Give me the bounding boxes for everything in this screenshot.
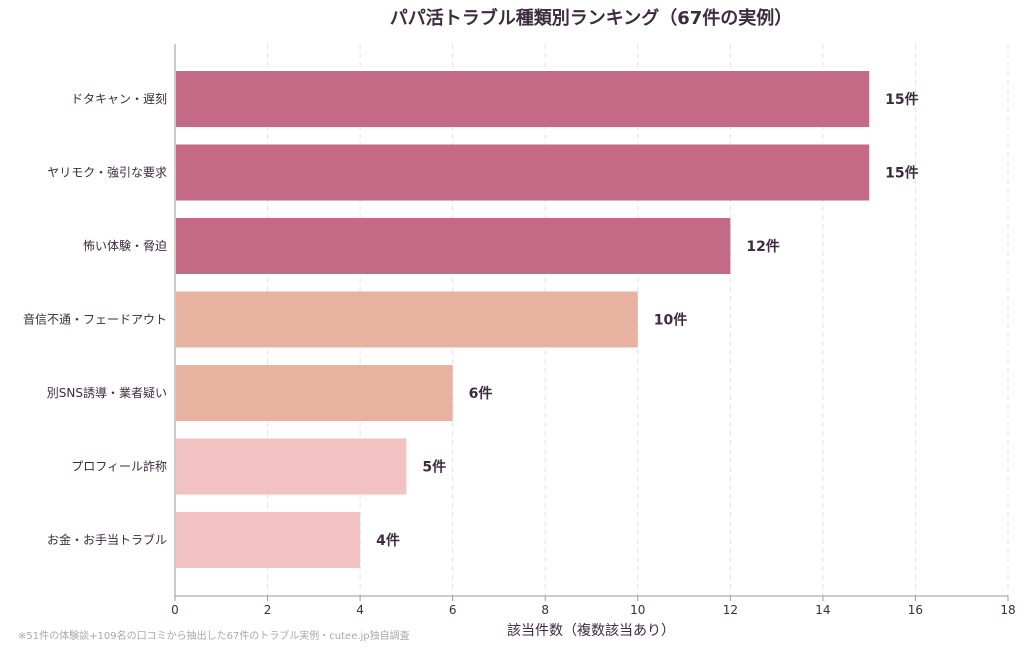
x-axis-label: 該当件数（複数該当あり） — [507, 622, 675, 639]
category-label: お金・お手当トラブル — [47, 532, 167, 547]
x-ticks: 0 2 4 6 8 10 12 14 16 18 — [171, 596, 1016, 617]
x-tick-label: 12 — [723, 603, 738, 617]
value-label: 4件 — [376, 532, 400, 549]
category-label: プロフィール詐称 — [71, 459, 167, 474]
value-label: 12件 — [746, 238, 779, 255]
value-label: 6件 — [469, 385, 493, 402]
category-label: 音信不通・フェードアウト — [23, 312, 167, 327]
x-tick-label: 8 — [541, 603, 549, 617]
value-label: 5件 — [422, 459, 446, 476]
value-label: 10件 — [654, 312, 687, 329]
category-labels: ドタキャン・遅刻ヤリモク・強引な要求怖い体験・脅迫音信不通・フェードアウト別SN… — [23, 92, 167, 547]
bar — [176, 291, 638, 348]
bar — [176, 144, 870, 201]
x-tick-label: 14 — [815, 603, 830, 617]
x-tick-label: 4 — [356, 603, 364, 617]
bar — [176, 218, 731, 274]
grid-lines — [267, 44, 1009, 596]
x-tick-label: 0 — [171, 603, 179, 617]
x-tick-label: 2 — [264, 603, 272, 617]
value-label: 15件 — [885, 91, 918, 108]
bar — [176, 512, 361, 568]
category-label: ドタキャン・遅刻 — [71, 92, 167, 106]
category-label: 別SNS誘導・業者疑い — [47, 385, 167, 400]
footnote: ※51件の体験談+109名の口コミから抽出した67件のトラブル実例・cutee.… — [18, 629, 410, 642]
x-tick-label: 6 — [449, 603, 457, 617]
x-tick-label: 16 — [908, 603, 923, 617]
category-label: ヤリモク・強引な要求 — [47, 166, 167, 180]
bar — [176, 71, 870, 127]
category-label: 怖い体験・脅迫 — [83, 238, 167, 253]
bar — [176, 438, 407, 495]
x-tick-label: 18 — [1000, 603, 1015, 617]
value-label: 15件 — [885, 165, 918, 182]
bar — [176, 365, 453, 421]
chart-title: パパ活トラブル種類別ランキング（67件の実例） — [390, 7, 793, 29]
value-labels: 15件 15件 12件 10件 6件 5件 4件 — [376, 91, 919, 549]
axes — [174, 44, 1008, 597]
x-tick-label: 10 — [630, 603, 645, 617]
bars — [176, 71, 870, 568]
